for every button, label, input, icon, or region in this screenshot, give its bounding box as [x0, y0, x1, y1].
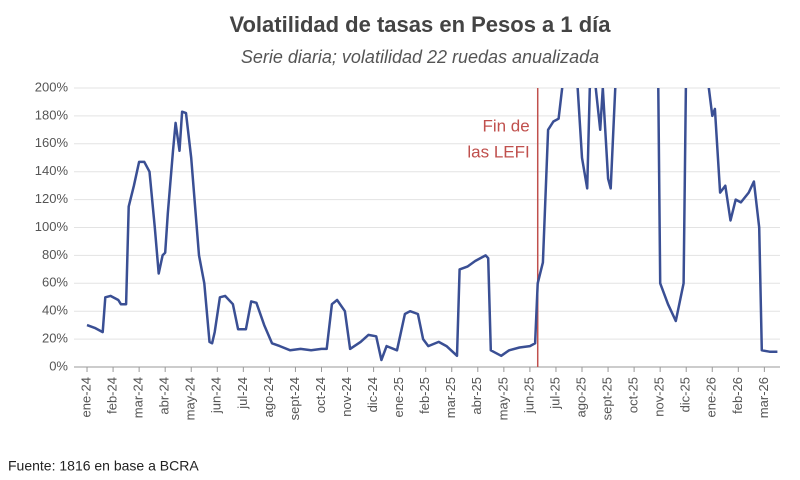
x-tick-label: jul-24 [235, 377, 250, 410]
x-tick-label: feb-26 [730, 377, 745, 414]
x-tick-label: ene-24 [78, 377, 93, 417]
x-tick-label: nov-25 [652, 377, 667, 417]
x-tick-label: oct-25 [626, 377, 641, 413]
x-tick-label: jun-24 [209, 377, 224, 414]
y-tick-label: 160% [35, 135, 69, 150]
chart-subtitle: Serie diaria; volatilidad 22 ruedas anua… [241, 47, 599, 67]
x-tick-label: abr-24 [157, 377, 172, 415]
x-tick-label: ago-25 [573, 377, 588, 417]
y-tick-label: 100% [35, 219, 69, 234]
x-tick-label: mar-24 [131, 377, 146, 418]
x-tick-label: feb-25 [417, 377, 432, 414]
annotation-text: Fin de [482, 116, 529, 135]
y-tick-label: 120% [35, 191, 69, 206]
x-tick-label: dic-24 [365, 377, 380, 412]
y-tick-label: 80% [42, 247, 68, 262]
x-tick-label: may-24 [183, 377, 198, 420]
x-tick-label: oct-24 [313, 377, 328, 413]
source: Fuente: 1816 en base a BCRA [8, 458, 199, 474]
y-tick-label: 200% [35, 79, 69, 94]
y-tick-label: 180% [35, 107, 69, 122]
annotation-text: las LEFI [467, 142, 529, 161]
x-tick-label: abr-25 [469, 377, 484, 415]
x-tick-label: ago-24 [261, 377, 276, 417]
x-tick-label: may-25 [495, 377, 510, 420]
chart-title: Volatilidad de tasas en Pesos a 1 día [229, 12, 611, 37]
x-tick-label: jul-25 [547, 377, 562, 410]
y-tick-label: 60% [42, 275, 68, 290]
x-tick-label: ene-26 [704, 377, 719, 417]
x-tick-label: mar-26 [756, 377, 771, 418]
y-tick-label: 20% [42, 331, 68, 346]
x-tick-label: jun-25 [521, 377, 536, 414]
x-tick-label: ene-25 [391, 377, 406, 417]
x-tick-label: nov-24 [339, 377, 354, 417]
y-tick-label: 40% [42, 303, 68, 318]
plot-area [86, 88, 778, 362]
line-series [86, 88, 778, 362]
y-tick-label: 140% [35, 163, 69, 178]
x-tick-label: dic-25 [678, 377, 693, 412]
x-tick-label: feb-24 [105, 377, 120, 414]
x-tick-label: mar-25 [443, 377, 458, 418]
x-tick-label: sept-25 [599, 377, 614, 420]
y-tick-label: 0% [49, 358, 68, 373]
x-tick-label: sept-24 [287, 377, 302, 420]
